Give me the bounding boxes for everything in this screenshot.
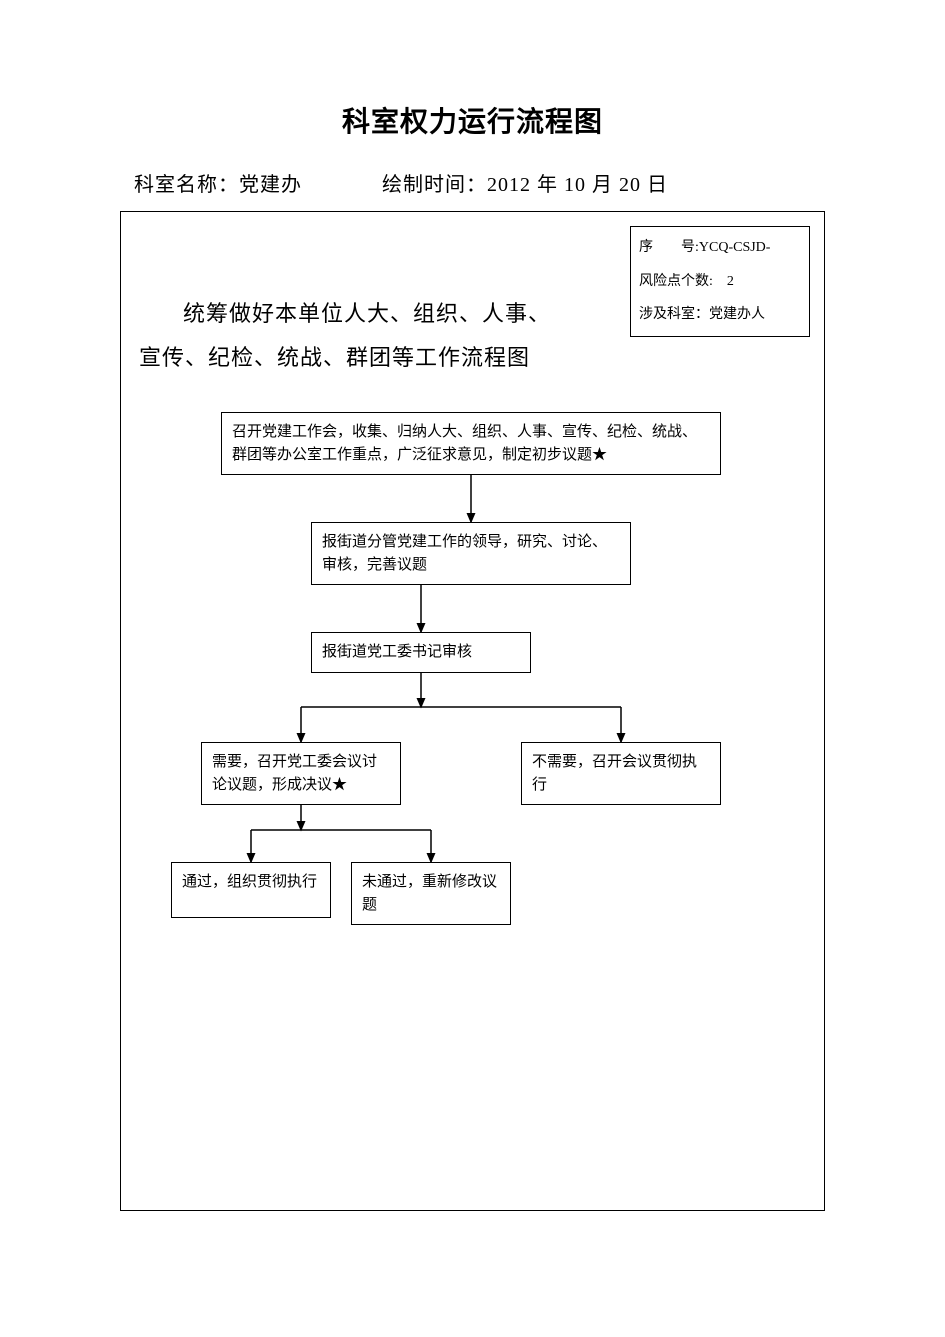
flow-node-n2: 报街道分管党建工作的领导，研究、讨论、审核，完善议题 [311, 522, 631, 585]
dept-label: 科室名称： [134, 174, 239, 196]
date-label: 绘制时间： [382, 174, 487, 196]
document-title: 科室权力运行流程图 [120, 100, 825, 140]
flow-node-n3: 报街道党工委书记审核 [311, 632, 531, 673]
flow-node-n6: 通过，组织贯彻执行 [171, 862, 331, 918]
page: 科室权力运行流程图 科室名称：党建办绘制时间：2012 年 10 月 20 日 … [0, 0, 945, 1271]
serial-label: 序 号: [639, 240, 699, 255]
subtitle-line2: 宣传、纪检、统战、群团等工作流程图 [161, 336, 681, 380]
subtitle-line1: 统筹做好本单位人大、组织、人事、 [161, 292, 681, 336]
flow-node-n7: 未通过，重新修改议题 [351, 862, 511, 925]
meta-line: 科室名称：党建办 绘制时间：2012 年 10 月 20 日 [134, 168, 825, 197]
diagram-subtitle: 统筹做好本单位人大、组织、人事、 宣传、纪检、统战、群团等工作流程图 [161, 292, 681, 380]
flow-node-n4: 需要，召开党工委会议讨论议题，形成决议★ [201, 742, 401, 805]
flow-node-n1: 召开党建工作会，收集、归纳人大、组织、人事、宣传、纪检、统战、群团等办公室工作重… [221, 412, 721, 475]
serial-value: YCQ-CSJD- [699, 240, 771, 255]
flow-node-n5: 不需要，召开会议贯彻执行 [521, 742, 721, 805]
dept-value: 党建办 [239, 174, 302, 196]
date-value: 2012 年 10 月 20 日 [487, 174, 668, 196]
risk-value: 2 [727, 274, 734, 289]
info-dept-value: 党建办人 [709, 307, 765, 322]
risk-label: 风险点个数: [639, 274, 713, 289]
flowchart: 召开党建工作会，收集、归纳人大、组织、人事、宣传、纪检、统战、群团等办公室工作重… [121, 412, 824, 1172]
diagram-frame: 序 号:YCQ-CSJD- 风险点个数: 2 涉及科室：党建办人 统筹做好本单位… [120, 211, 825, 1211]
